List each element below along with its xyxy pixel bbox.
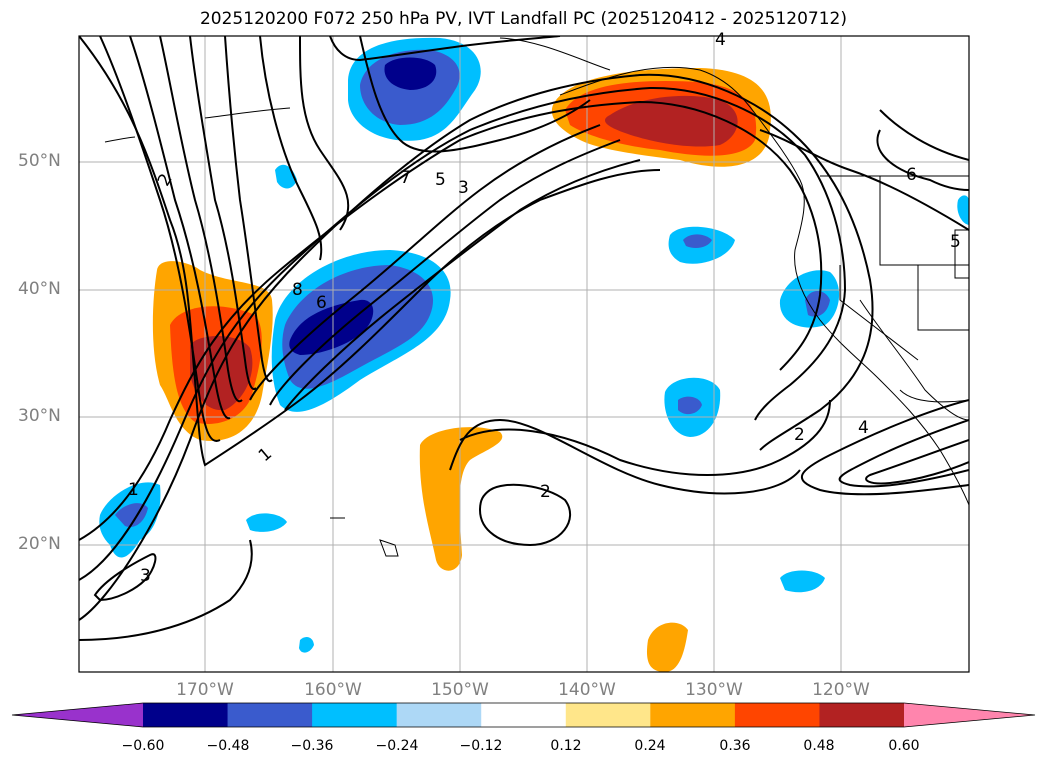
colorbar-segment <box>650 703 736 727</box>
chart-title: 2025120200 F072 250 hPa PV, IVT Landfall… <box>199 9 847 29</box>
contour-label: 6 <box>316 293 327 313</box>
colorbar-extend-high <box>904 703 1035 727</box>
contour-label: 1 <box>128 480 139 500</box>
contour-label: 2 <box>794 425 805 445</box>
lon-label: 160°W <box>304 680 362 700</box>
colorbar-tick-label: 0.12 <box>550 738 582 754</box>
colorbar-segment <box>227 703 313 727</box>
contour-label: 5 <box>950 232 961 252</box>
colorbar-segment <box>565 703 651 727</box>
colorbar-segment <box>734 703 820 727</box>
colorbar <box>12 703 1035 727</box>
colorbar-extend-low <box>12 703 143 727</box>
colorbar-segment <box>396 703 482 727</box>
ivt-pc-shading <box>99 37 969 672</box>
lat-label: 40°N <box>18 279 61 299</box>
colorbar-tick-label: 0.24 <box>634 738 666 754</box>
lon-label: 130°W <box>685 680 743 700</box>
lat-label: 30°N <box>18 406 61 426</box>
lat-label: 50°N <box>18 151 61 171</box>
colorbar-tick-label: 0.36 <box>719 738 751 754</box>
lon-label: 150°W <box>431 680 489 700</box>
lon-label: 170°W <box>176 680 234 700</box>
contour-label: 3 <box>140 566 151 586</box>
positive-anomaly-subtropics <box>419 427 503 571</box>
colorbar-segment <box>312 703 398 727</box>
colorbar-tick-label: 0.60 <box>888 738 920 754</box>
colorbar-tick-label: −0.48 <box>206 738 250 754</box>
map-frame <box>78 35 970 673</box>
colorbar-tick-label: 0.48 <box>803 738 835 754</box>
contour-label: 6 <box>906 165 917 185</box>
colorbar-segment <box>481 703 567 727</box>
contour-label: 4 <box>715 30 726 50</box>
colorbar-segment <box>143 703 229 727</box>
colorbar-tick-label: −0.24 <box>375 738 419 754</box>
coastlines <box>104 37 969 557</box>
contour-label: 3 <box>458 178 469 198</box>
colorbar-segment <box>819 703 905 727</box>
lon-label: 140°W <box>558 680 616 700</box>
contour-label: 5 <box>435 170 446 190</box>
lon-label: 120°W <box>812 680 870 700</box>
colorbar-outline <box>11 702 1036 728</box>
map-area <box>79 36 969 672</box>
contour-label: 7 <box>400 168 411 188</box>
contour-label: 2 <box>540 482 551 502</box>
lat-label: 20°N <box>18 534 61 554</box>
contour-label: 8 <box>292 280 303 300</box>
colorbar-tick-label: −0.60 <box>121 738 165 754</box>
pv-contours <box>79 36 969 641</box>
colorbar-tick-label: −0.12 <box>459 738 503 754</box>
colorbar-tick-label: −0.36 <box>290 738 334 754</box>
contour-label: 4 <box>858 418 869 438</box>
